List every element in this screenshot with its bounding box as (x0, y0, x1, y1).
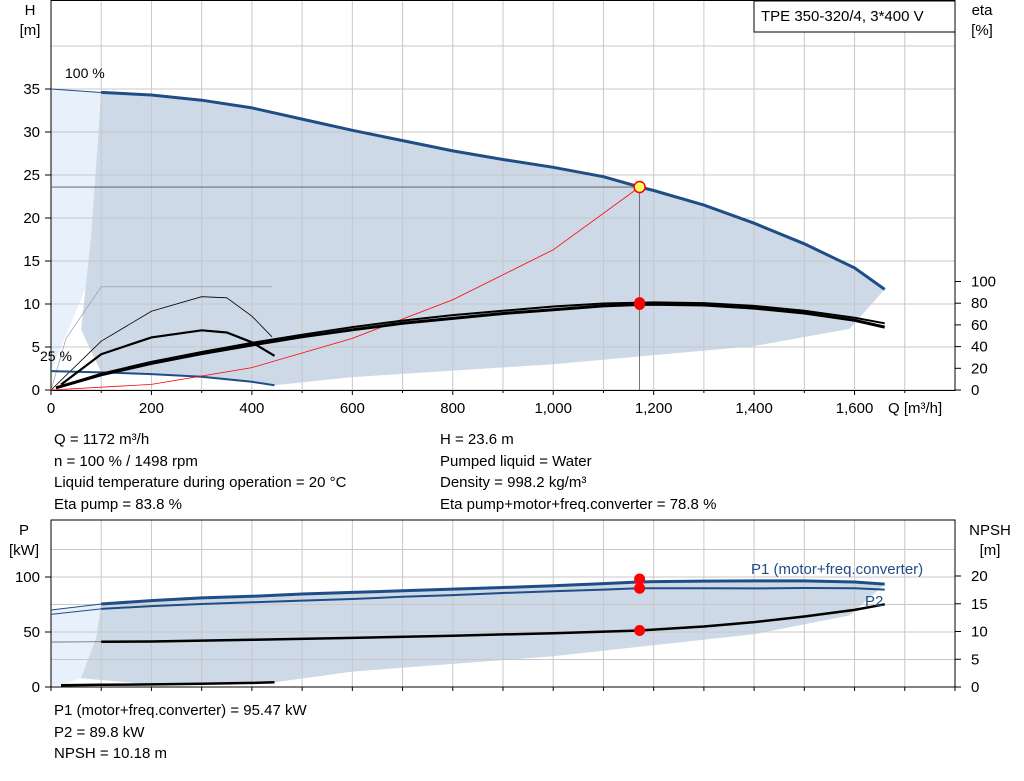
h-tick-label: 20 (23, 210, 40, 227)
eta-min-speed-thin-curve (50, 296, 273, 391)
h-curve-extension (50, 88, 102, 93)
eta-tick-label: 80 (971, 295, 988, 312)
info-density: Density = 998.2 kg/m³ (440, 474, 587, 491)
h-tick-label: 0 (32, 382, 40, 399)
h-tick-label: 30 (23, 124, 40, 141)
info-npsh: NPSH = 10.18 m (54, 745, 167, 762)
p-tick-label: 50 (23, 624, 40, 641)
operating-point-h-marker (633, 180, 646, 194)
eta-tick-label: 40 (971, 339, 988, 356)
power-info: P1 (motor+freq.converter) = 95.47 kW P2 … (54, 700, 307, 765)
h-tick-label: 10 (23, 296, 40, 313)
operating-info-right: H = 23.6 m Pumped liquid = Water Density… (440, 429, 716, 515)
x-tick-label: 1,400 (735, 400, 773, 417)
min-speed-region (51, 603, 104, 686)
info-speed: n = 100 % / 1498 rpm (54, 452, 198, 470)
info-p2: P2 = 89.8 kW (54, 723, 145, 741)
h-tick-label: 15 (23, 253, 40, 270)
p1-curve-extension (50, 603, 102, 611)
p-tick-label: 100 (15, 569, 40, 586)
eta-min-speed-curve (60, 329, 276, 386)
p-axis-label-symbol: P (19, 522, 29, 539)
x-tick-label: 400 (239, 400, 264, 417)
eta-pump-curve (55, 301, 885, 389)
q-axis-label: Q [m³/h] (888, 400, 942, 417)
p2-curve-extension (50, 608, 102, 615)
h-axis-label-unit: [m] (20, 22, 41, 39)
x-tick-label: 1,200 (635, 400, 673, 417)
info-eta-pump: Eta pump = 83.8 % (54, 495, 182, 513)
x-tick-label: 200 (139, 400, 164, 417)
operating-range-area (81, 580, 885, 685)
min-speed-region (51, 89, 106, 372)
info-p1: P1 (motor+freq.converter) = 95.47 kW (54, 702, 307, 719)
power-npsh-plot: 0 50 100 0 5 10 15 20 (15, 519, 988, 696)
pump-label-box: TPE 350-320/4, 3*400 V (753, 0, 956, 33)
eta-tick-label: 20 (971, 360, 988, 377)
npsh-axis-label-symbol: NPSH (969, 522, 1011, 539)
system-curve (50, 186, 640, 391)
operating-point-npsh-marker (634, 625, 646, 637)
x-tick-label: 1,000 (534, 400, 572, 417)
h-tick-label: 35 (23, 81, 40, 98)
eta-tick-label: 60 (971, 317, 988, 334)
operating-point-eta-total-marker (634, 299, 646, 311)
eta-tick-label: 100 (971, 274, 996, 291)
info-head: H = 23.6 m (440, 431, 514, 448)
operating-point-p2-marker (634, 582, 646, 594)
speed-label-max: 100 % (65, 65, 105, 81)
p2-curve (101, 586, 885, 610)
p2-curve-label: P2 (865, 593, 883, 610)
operating-range-area (81, 92, 885, 386)
info-liquid-temperature: Liquid temperature during operation = 20… (54, 474, 347, 491)
h-curve-max-speed (101, 90, 886, 291)
info-eta-total: Eta pump+motor+freq.converter = 78.8 % (440, 495, 717, 513)
x-tick-label: 800 (440, 400, 465, 417)
npsh-tick-label: 0 (971, 679, 979, 696)
p1-curve-label: P1 (motor+freq.converter) (751, 561, 923, 578)
npsh-tick-label: 10 (971, 624, 988, 641)
x-tick-label: 600 (340, 400, 365, 417)
h-tick-label: 5 (32, 339, 40, 356)
x-tick-label: 1,600 (836, 400, 874, 417)
h-tick-label: 25 (23, 167, 40, 184)
npsh-axis-label-unit: [m] (980, 542, 1001, 559)
p-axis-label-unit: [kW] (9, 542, 39, 559)
npsh-curve (101, 603, 885, 644)
eta-axis-label-unit: [%] (971, 22, 993, 39)
eta-tick-label: 0 (971, 382, 979, 399)
head-efficiency-plot: 0 200 400 600 800 1,000 1,200 1,400 1,6000510152… (23, 0, 996, 417)
p1-curve (101, 579, 885, 606)
x-tick-label: 0 (47, 400, 55, 417)
npsh-tick-label: 15 (971, 596, 988, 613)
h-axis-label-symbol: H (25, 2, 36, 19)
speed-label-min: 25 % (40, 348, 72, 364)
info-flow: Q = 1172 m³/h (54, 431, 150, 448)
pump-label: TPE 350-320/4, 3*400 V (761, 8, 924, 25)
npsh-tick-label: 5 (971, 651, 979, 668)
p-tick-label: 0 (32, 679, 40, 696)
operating-point-p1-marker (634, 573, 646, 585)
p-min-speed-curve (60, 681, 275, 687)
eta-axis-label-symbol: eta (972, 2, 994, 19)
eta-total-curve (55, 302, 886, 390)
fan-line (50, 286, 272, 391)
info-pumped-liquid: Pumped liquid = Water (440, 452, 592, 470)
npsh-tick-label: 20 (971, 568, 988, 585)
operating-info-left: Q = 1172 m³/h n = 100 % / 1498 rpm Liqui… (54, 429, 346, 515)
h-curve-min-speed (50, 370, 275, 387)
